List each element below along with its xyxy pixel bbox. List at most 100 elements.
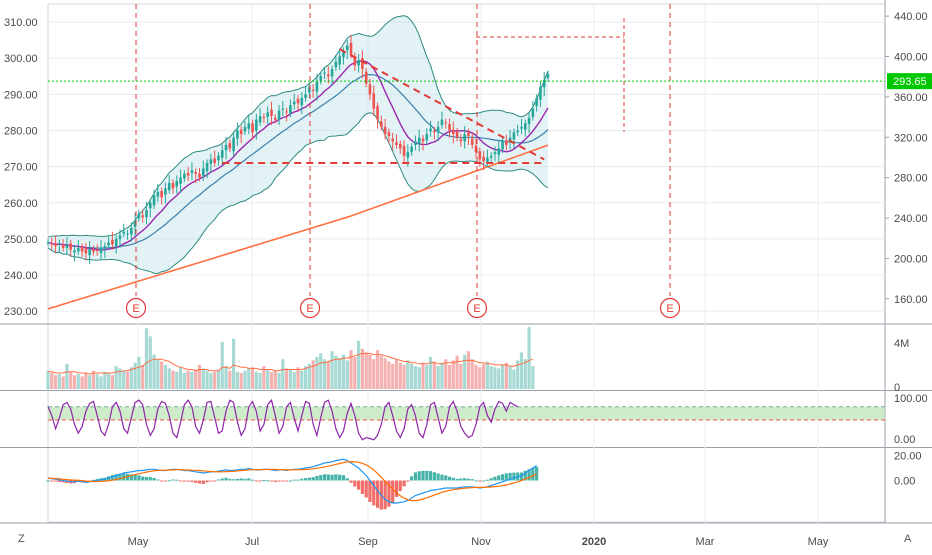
macd-histogram-bar [394, 480, 399, 497]
volume-bar [406, 360, 410, 389]
auto-scale-button[interactable]: A [904, 533, 912, 545]
macd-histogram-bar [137, 475, 141, 481]
macd-histogram-bar [428, 471, 433, 481]
candle-body [516, 130, 519, 133]
volume-bar [360, 348, 364, 389]
macd-histogram-bar [444, 475, 448, 481]
candle-body [247, 123, 251, 129]
right-axis-tick: 160.00 [894, 294, 928, 306]
last-price-label: 293.65 [893, 76, 927, 88]
macd-histogram-bar [228, 478, 232, 481]
volume-bar [482, 363, 486, 389]
candle-body [209, 159, 213, 164]
macd-histogram-bar [485, 479, 489, 481]
volume-bar [266, 369, 270, 389]
candle-body [243, 126, 247, 132]
candle-body [118, 235, 122, 239]
volume-bar [516, 360, 520, 389]
macd-histogram-bar [482, 480, 486, 482]
volume-bar [375, 350, 380, 389]
macd-histogram-bar [474, 480, 478, 482]
macd-histogram-bar [417, 471, 421, 481]
earnings-marker-label: E [132, 303, 139, 315]
candle-body [103, 246, 107, 249]
x-axis-tick: Jul [245, 536, 259, 548]
volume-bar [319, 353, 323, 389]
candle-body [383, 126, 387, 135]
candle-body [436, 126, 440, 133]
candle-body [54, 243, 57, 247]
macd-histogram-bar [285, 480, 289, 482]
candle-body [372, 93, 376, 109]
macd-histogram-bar [330, 474, 334, 481]
candle-body [482, 156, 485, 162]
volume-bar [194, 369, 198, 389]
bollinger-band-fill [48, 15, 548, 274]
volume-bar [137, 356, 141, 389]
volume-bar [379, 355, 383, 389]
resistance-trendline [339, 48, 545, 161]
candle-body [205, 163, 209, 172]
macd-histogram-bar [178, 480, 183, 482]
candle-body [448, 124, 451, 131]
macd-histogram-bar [349, 480, 353, 483]
candle-body [493, 152, 497, 154]
volume-bar [451, 360, 455, 389]
macd-histogram-bar [197, 480, 202, 484]
volume-axis-tick: 0 [894, 382, 900, 394]
candle-body [137, 213, 141, 219]
candle-body [501, 141, 504, 150]
macd-histogram-bar [459, 478, 463, 481]
macd-histogram-bar [466, 478, 471, 481]
candle-body [65, 245, 69, 248]
candle-body [380, 121, 383, 127]
right-axis-tick: 240.00 [894, 213, 928, 225]
volume-bar [216, 369, 221, 389]
macd-histogram-bar [152, 477, 156, 481]
volume-bar [209, 372, 213, 389]
timezone-button[interactable]: Z [18, 533, 25, 545]
candle-body [535, 97, 538, 107]
candle-body [281, 108, 285, 110]
macd-histogram-bar [489, 478, 493, 481]
candle-body [398, 144, 402, 149]
volume-ma-line [48, 353, 533, 375]
candle-body [357, 60, 360, 66]
macd-axis-tick: 0.00 [894, 476, 915, 488]
volume-bar [273, 370, 277, 389]
volume-bar [254, 371, 258, 389]
macd-histogram-bar [360, 480, 364, 494]
macd-histogram-bar [440, 474, 444, 481]
volume-bar [421, 362, 425, 389]
volume-bar [440, 362, 444, 389]
volume-bar [357, 340, 361, 389]
macd-histogram-bar [451, 477, 455, 481]
candle-body [497, 148, 501, 155]
candle-body [266, 112, 269, 117]
macd-histogram-bar [292, 479, 296, 481]
candle-body [84, 248, 88, 254]
candle-body [486, 157, 489, 163]
volume-bar [99, 376, 103, 389]
right-axis-tick: 280.00 [894, 173, 928, 185]
candle-body [69, 243, 73, 250]
volume-bar [243, 370, 247, 389]
candle-body [402, 145, 406, 156]
volume-bar [326, 361, 330, 389]
volume-bar [110, 375, 114, 389]
candle-body [300, 97, 304, 106]
macd-histogram-bar [512, 472, 516, 481]
volume-bar [470, 359, 474, 389]
macd-histogram-bar [353, 480, 357, 487]
volume-bar [269, 371, 274, 389]
candle-body [308, 87, 311, 93]
macd-histogram-bar [171, 479, 175, 481]
candle-body [258, 116, 262, 123]
volume-bar [413, 366, 418, 389]
macd-histogram-bar [186, 480, 190, 482]
volume-bar [519, 352, 524, 389]
volume-bar [72, 375, 77, 389]
macd-histogram-bar [53, 480, 58, 482]
volume-bar [148, 336, 152, 389]
candle-body [213, 158, 216, 163]
